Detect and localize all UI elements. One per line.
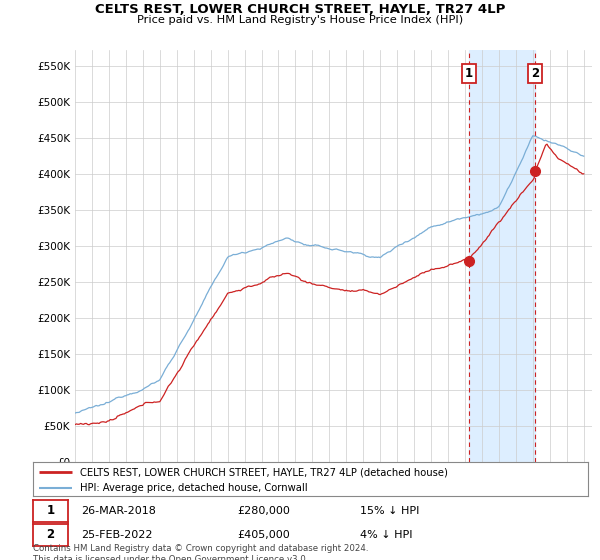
Text: 2: 2: [46, 528, 55, 542]
Text: £405,000: £405,000: [237, 530, 290, 540]
Text: Contains HM Land Registry data © Crown copyright and database right 2024.
This d: Contains HM Land Registry data © Crown c…: [33, 544, 368, 560]
Text: CELTS REST, LOWER CHURCH STREET, HAYLE, TR27 4LP (detached house): CELTS REST, LOWER CHURCH STREET, HAYLE, …: [80, 467, 448, 477]
Text: HPI: Average price, detached house, Cornwall: HPI: Average price, detached house, Corn…: [80, 483, 308, 493]
Text: 2: 2: [532, 67, 539, 80]
Text: 1: 1: [46, 504, 55, 517]
Text: 1: 1: [465, 67, 473, 80]
Text: 26-MAR-2018: 26-MAR-2018: [81, 506, 156, 516]
Text: 4% ↓ HPI: 4% ↓ HPI: [360, 530, 413, 540]
Text: Price paid vs. HM Land Registry's House Price Index (HPI): Price paid vs. HM Land Registry's House …: [137, 15, 463, 25]
Text: 25-FEB-2022: 25-FEB-2022: [81, 530, 152, 540]
Bar: [469, 50, 535, 462]
Text: 15% ↓ HPI: 15% ↓ HPI: [360, 506, 419, 516]
Text: CELTS REST, LOWER CHURCH STREET, HAYLE, TR27 4LP: CELTS REST, LOWER CHURCH STREET, HAYLE, …: [95, 3, 505, 16]
Text: £280,000: £280,000: [237, 506, 290, 516]
